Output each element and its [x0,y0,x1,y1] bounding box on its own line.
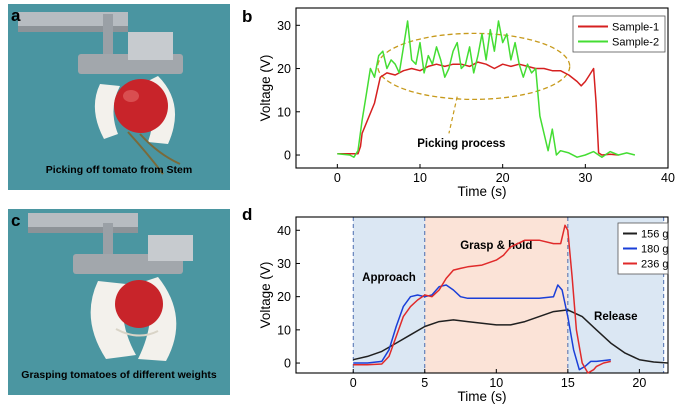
chart-b-ytick-label: 10 [277,105,291,119]
chart-d-legend-label-180-g: 180 g [641,244,669,256]
chart-d-region-label-approach: Approach [362,272,416,284]
chart-d-xtick-label: 15 [561,376,575,390]
chart-b-container: b 0 10 20 30 40 0 10 20 30 Time (s) Voltage (V) Pic… [236,0,676,209]
panel-b-letter: b [242,7,252,26]
chart-d-ytick-label: 30 [277,257,291,271]
photo-c-illustration [8,209,230,395]
photo-picking-tomato: a Picking off tomato from Stem [8,4,230,190]
panel-a-caption: Picking off tomato from Stem [45,164,193,176]
chart-d-x-axis-label: Time (s) [458,389,507,404]
chart-d-y-axis-label: Voltage (V) [258,262,273,329]
chart-b-legend-label-sample-1: Sample-1 [612,22,659,34]
chart-b-series-sample-2 [337,20,636,158]
chart-d-xtick-label: 0 [350,376,357,390]
chart-d: d 0 5 10 15 20 0 10 20 30 40 Time (s) Voltage (V) Ap… [242,205,669,404]
chart-b-y-axis-label: Voltage (V) [258,55,273,122]
chart-d-series-236-g [353,224,611,374]
panel-c-caption: Grasping tomatoes of different weights [21,369,217,381]
photo-grasping-tomato: c Grasping tomatoes of different weights [8,209,230,395]
chart-d-ytick-label: 0 [284,357,291,371]
chart-b-axes-frame [295,7,669,169]
chart-b-x-axis-label: Time (s) [458,184,507,199]
chart-b-annotation-label: Picking process [417,138,505,150]
chart-b-xtick-label: 0 [334,171,341,185]
chart-d-region-label-grasp-hold: Grasp & hold [460,240,532,252]
panel-d-letter: d [242,205,252,224]
chart-b-xtick-label: 20 [496,171,510,185]
chart-b-xtick-label: 30 [578,171,592,185]
chart-d-region-grasp-hold [424,217,568,373]
chart-d-xtick-label: 20 [632,376,646,390]
chart-d-container: d 0 5 10 15 20 0 10 20 30 40 Time (s) Voltage (V) Ap… [236,204,676,412]
chart-d-region-label-release: Release [594,311,637,323]
chart-b-annotation-ellipse [377,32,571,101]
chart-d-ytick-label: 40 [277,224,291,238]
chart-d-ytick-label: 10 [277,323,291,337]
chart-b: b 0 10 20 30 40 0 10 20 30 Time (s) Voltage (V) Pic… [242,7,675,199]
chart-d-xtick-label: 5 [421,376,428,390]
chart-d-axes-frame [295,216,669,374]
chart-d-xtick-label: 10 [489,376,503,390]
chart-b-xtick-label: 40 [661,171,675,185]
chart-d-ytick-label: 20 [277,290,291,304]
chart-d-legend-label-236-g: 236 g [641,259,669,271]
chart-b-ytick-label: 20 [277,62,291,76]
chart-b-xtick-label: 10 [413,171,427,185]
chart-b-annotation-leader [448,96,458,134]
chart-d-legend-label-156-g: 156 g [641,229,669,241]
photo-a-illustration [8,4,230,190]
chart-b-legend-box [572,15,666,53]
chart-d-series-180-g [353,284,611,371]
chart-b-legend-label-sample-2: Sample-2 [612,37,659,49]
panel-a-letter: a [11,6,21,25]
chart-b-ytick-label: 0 [284,149,291,163]
chart-d-series-156-g [353,309,669,364]
panel-c-letter: c [11,211,21,230]
chart-b-series-sample-1 [337,61,619,156]
chart-b-ytick-label: 30 [277,19,291,33]
